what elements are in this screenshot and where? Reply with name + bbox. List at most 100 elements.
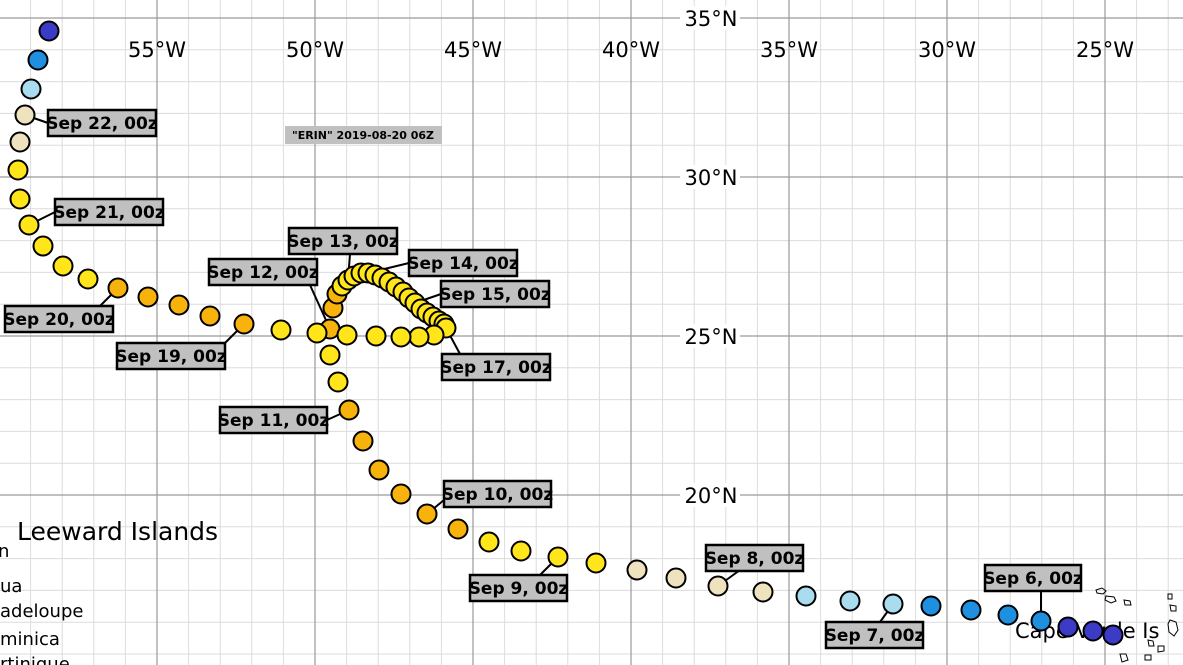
date-labels: Sep 6, 00z Sep 7, 00z Sep 8, 00z Sep 9, 00z…	[3, 108, 1083, 650]
track-point	[997, 604, 1019, 626]
track-point	[447, 518, 469, 540]
track-point	[270, 319, 292, 341]
date-label-text: Sep 19, 00z	[115, 347, 227, 367]
track-point	[408, 326, 430, 348]
track-point	[327, 371, 349, 393]
track-point	[882, 593, 904, 615]
track-point	[306, 322, 328, 344]
place-fragment-1: n	[0, 541, 9, 562]
date-label-box: Sep 6, 00z	[983, 563, 1083, 593]
date-label-text: Sep 6, 00z	[983, 569, 1083, 589]
track-point	[77, 268, 99, 290]
date-label-text: Sep 20, 00z	[3, 310, 115, 330]
track-point	[199, 305, 221, 327]
track-point	[585, 552, 607, 574]
place-fragment-3: adeloupe	[0, 601, 83, 622]
track-point	[752, 581, 774, 603]
date-label-box: Sep 15, 00z	[439, 279, 551, 309]
lon-label-45w: 45°W	[444, 38, 502, 62]
date-label-text: Sep 14, 00z	[407, 254, 519, 274]
date-label-box: Sep 17, 00z	[440, 352, 552, 382]
date-label-background	[440, 352, 552, 382]
track-point	[14, 104, 36, 126]
track-point	[960, 599, 982, 621]
date-label-box: Sep 20, 00z	[3, 304, 115, 334]
track-point	[365, 325, 387, 347]
track-point	[1102, 624, 1124, 646]
track-point	[368, 459, 390, 481]
track-point	[137, 286, 159, 308]
track-point	[1082, 620, 1104, 642]
date-label-text: Sep 7, 00z	[825, 626, 925, 646]
track-point	[920, 595, 942, 617]
date-label-box: Sep 8, 00z	[704, 543, 805, 573]
track-point	[390, 326, 412, 348]
date-label-background	[468, 573, 569, 603]
lon-label-35w: 35°W	[760, 38, 818, 62]
track-point	[707, 575, 729, 597]
track-point	[510, 540, 532, 562]
track-point	[168, 294, 190, 316]
track-point	[665, 567, 687, 589]
date-label-background	[407, 248, 519, 278]
place-fragment-2: ua	[0, 576, 22, 597]
track-point	[319, 344, 341, 366]
date-label-box: Sep 13, 00z	[287, 226, 399, 256]
track-point	[795, 585, 817, 607]
date-label-background	[287, 226, 399, 256]
track-point	[233, 313, 255, 335]
track-point	[38, 20, 60, 42]
date-label-text: Sep 10, 00z	[442, 485, 554, 505]
date-label-text: Sep 15, 00z	[439, 285, 551, 305]
track-point	[20, 78, 42, 100]
date-label-box: Sep 14, 00z	[407, 248, 519, 278]
date-label-background	[704, 543, 805, 573]
date-label-background	[53, 197, 165, 227]
track-point	[7, 159, 29, 181]
date-label-box: Sep 11, 00z	[218, 405, 330, 435]
date-label-background	[115, 341, 227, 371]
track-point	[626, 559, 648, 581]
date-label-background	[3, 304, 115, 334]
date-label-text: Sep 21, 00z	[53, 203, 165, 223]
track-point	[32, 235, 54, 257]
lat-label-30n: 30°N	[685, 166, 738, 190]
date-label-background	[442, 479, 553, 509]
date-label-background	[218, 405, 329, 435]
date-label-box: Sep 21, 00z	[53, 197, 165, 227]
track-point	[52, 255, 74, 277]
date-label-background	[439, 279, 551, 309]
place-fragment-4: minica	[0, 629, 60, 650]
date-label-background	[207, 257, 319, 287]
cape-verde-islands-outline	[1095, 587, 1179, 663]
track-point	[9, 188, 31, 210]
date-label-text: Sep 12, 00z	[207, 263, 319, 283]
latitude-labels: 35°N 30°N 25°N 20°N	[680, 6, 740, 508]
date-label-text: Sep 9, 00z	[469, 579, 569, 599]
storm-track	[7, 20, 1124, 646]
date-label-text: Sep 11, 00z	[218, 411, 330, 431]
track-point	[1030, 610, 1052, 632]
track-point	[547, 546, 569, 568]
track-point	[336, 324, 358, 346]
date-label-background	[983, 563, 1083, 593]
date-label-box: Sep 9, 00z	[468, 573, 569, 603]
map-title: "ERIN" 2019-08-20 06Z	[292, 129, 434, 142]
date-label-box: Sep 19, 00z	[115, 341, 227, 371]
track-point	[1057, 616, 1079, 638]
place-fragment-5: rtinique	[0, 654, 70, 665]
track-point	[27, 49, 49, 71]
lon-label-40w: 40°W	[602, 38, 660, 62]
title-background	[285, 126, 442, 144]
date-label-box: Sep 10, 00z	[442, 479, 554, 509]
longitude-labels: 55°W 50°W 45°W 40°W 35°W 30°W 25°W	[128, 38, 1134, 62]
place-leeward-islands: Leeward Islands	[17, 517, 218, 546]
track-point	[18, 214, 40, 236]
lat-label-20n: 20°N	[685, 484, 738, 508]
date-label-box: Sep 12, 00z	[207, 257, 319, 287]
date-label-text: Sep 8, 00z	[705, 549, 805, 569]
track-point	[338, 399, 360, 421]
track-point	[390, 483, 412, 505]
